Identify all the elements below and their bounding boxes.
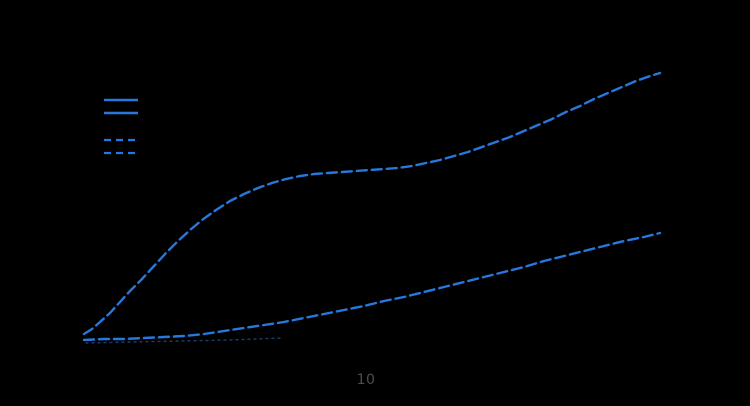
legend	[104, 98, 138, 155]
series-layer	[82, 71, 662, 344]
x-axis-label: 10	[356, 372, 376, 388]
baseline-dotted-curve	[85, 337, 281, 344]
lower-curve	[82, 231, 662, 342]
upper-curve	[82, 71, 662, 336]
